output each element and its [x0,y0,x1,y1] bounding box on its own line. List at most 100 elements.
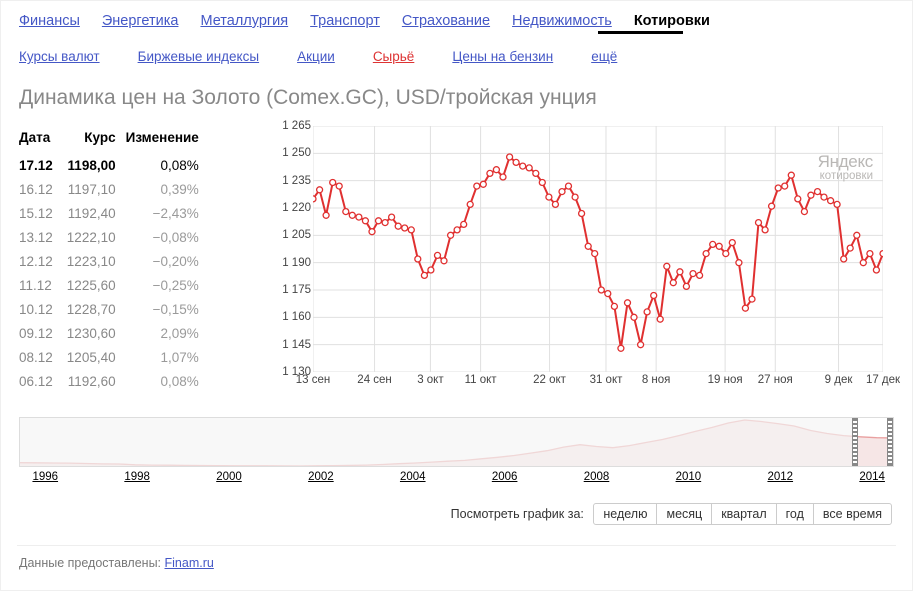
table-row: 09.121230,602,09% [19,321,213,345]
sub-nav-item[interactable]: Сырьё [373,49,415,64]
overview-x-tick-label[interactable]: 2014 [859,471,885,483]
chart-y-tick-label: 1 175 [282,284,311,296]
period-button[interactable]: год [776,503,814,525]
chart-x-tick-label: 24 сен [357,374,391,386]
table-cell: 1225,60 [67,273,126,297]
chart-y-tick-label: 1 265 [282,120,311,132]
table-row: 17.121198,000,08% [19,153,213,177]
chart-y-tick-label: 1 235 [282,175,311,187]
footer-source-link[interactable]: Finam.ru [165,556,214,570]
table-cell: −2,43% [126,201,213,225]
sub-nav-item[interactable]: Акции [297,49,335,64]
table-cell: 1198,00 [67,153,126,177]
chart-x-tick-label: 19 ноя [708,374,743,386]
table-cell: 0,39% [126,177,213,201]
chart-y-tick-label: 1 250 [282,147,311,159]
chart-y-tick-label: 1 160 [282,311,311,323]
table-cell: 08.12 [19,345,67,369]
overview-x-tick-label[interactable]: 2012 [767,471,793,483]
overview-x-tick-label[interactable]: 2004 [400,471,426,483]
table-cell: 11.12 [19,273,67,297]
table-column-header: Дата [19,126,67,153]
table-cell: 17.12 [19,153,67,177]
overview-x-tick-label[interactable]: 2006 [492,471,518,483]
table-row: 10.121228,70−0,15% [19,297,213,321]
page-root: Финансы Энергетика Металлургия Транспорт Стр… [0,0,913,591]
overview-x-tick-label[interactable]: 1996 [32,471,58,483]
table-cell: −0,20% [126,249,213,273]
period-label: Посмотреть график за: [451,507,584,521]
top-nav-item[interactable]: Недвижимость [512,13,612,29]
table-row: 13.121222,10−0,08% [19,225,213,249]
table-cell: 1222,10 [67,225,126,249]
table-cell: 0,08% [126,153,213,177]
chart-y-tick-label: 1 205 [282,229,311,241]
chart-x-tick-label: 31 окт [590,374,623,386]
period-button[interactable]: квартал [711,503,776,525]
chart-column: 1 1301 1451 1601 1751 1901 2051 2201 235… [271,126,894,393]
chart-x-tick-label: 13 сен [296,374,330,386]
overview-x-tick-label[interactable]: 2010 [676,471,702,483]
period-button-group: неделюмесяцкварталгодвсе время [593,503,892,525]
overview-x-tick-label[interactable]: 2002 [308,471,334,483]
table-cell: 0,08% [126,369,213,393]
table-cell: 09.12 [19,321,67,345]
table-row: 12.121223,10−0,20% [19,249,213,273]
top-nav-item[interactable]: Металлургия [200,13,288,29]
main-content: ДатаКурсИзменение 17.121198,000,08%16.12… [1,126,912,393]
table-row: 16.121197,100,39% [19,177,213,201]
table-cell: 2,09% [126,321,213,345]
chart-x-tick-label: 3 окт [417,374,443,386]
overview-x-tick-label[interactable]: 2008 [584,471,610,483]
top-nav: Финансы Энергетика Металлургия Транспорт Стр… [1,1,912,35]
footer-prefix: Данные предоставлены: [19,556,161,570]
table-cell: −0,25% [126,273,213,297]
chart-x-tick-label: 17 дек [866,374,900,386]
overview-handle-left[interactable] [852,418,858,466]
top-nav-item[interactable]: Транспорт [310,13,380,29]
sub-nav: Курсы валют Биржевые индексы Акции Сырьё Цен… [1,35,912,82]
table-column-header: Изменение [126,126,213,153]
top-nav-item[interactable]: Страхование [402,13,490,29]
top-nav-item[interactable]: Котировки [634,13,710,29]
page-title: Динамика цен на Золото (Comex.GC), USD/т… [1,82,912,126]
price-table: ДатаКурсИзменение 17.121198,000,08%16.12… [19,126,213,393]
chart-x-tick-label: 9 дек [825,374,853,386]
sub-nav-more[interactable]: ещё [591,49,617,64]
table-cell: 16.12 [19,177,67,201]
chart-x-tick-label: 27 ноя [758,374,793,386]
overview-x-axis: 1996 1998 2000 2002 2004 2006 2008 2010 2012 2014 [19,471,894,489]
sub-nav-item[interactable]: Цены на бензин [452,49,553,64]
top-nav-item[interactable]: Финансы [19,13,80,29]
table-cell: −0,15% [126,297,213,321]
price-chart: 1 1301 1451 1601 1751 1901 2051 2201 235… [271,126,885,392]
chart-y-tick-label: 1 190 [282,257,311,269]
table-cell: 1192,60 [67,369,126,393]
overview-x-tick-label[interactable]: 1998 [124,471,150,483]
table-column-header: Курс [67,126,126,153]
overview-x-tick-label[interactable]: 2000 [216,471,242,483]
table-cell: 1228,70 [67,297,126,321]
table-row: 08.121205,401,07% [19,345,213,369]
sub-nav-item[interactable]: Биржевые индексы [138,49,259,64]
chart-x-tick-label: 11 окт [465,374,497,386]
period-button[interactable]: месяц [656,503,712,525]
table-cell: 1223,10 [67,249,126,273]
period-button[interactable]: неделю [593,503,657,525]
sub-nav-item[interactable]: Курсы валют [19,49,100,64]
table-cell: 12.12 [19,249,67,273]
overview-chart[interactable] [19,417,894,467]
table-row: 06.121192,600,08% [19,369,213,393]
period-button[interactable]: все время [813,503,892,525]
top-nav-active-underline [598,31,683,34]
chart-plot-area[interactable]: Яндекс котировки [313,126,883,372]
chart-y-axis: 1 1301 1451 1601 1751 1901 2051 2201 235… [271,126,313,372]
period-row: Посмотреть график за: неделюмесяцквартал… [1,489,912,525]
table-cell: −0,08% [126,225,213,249]
top-nav-item[interactable]: Энергетика [102,13,179,29]
table-cell: 1192,40 [67,201,126,225]
overview-handle-right[interactable] [887,418,893,466]
table-cell: 10.12 [19,297,67,321]
table-row: 15.121192,40−2,43% [19,201,213,225]
price-table-column: ДатаКурсИзменение 17.121198,000,08%16.12… [19,126,271,393]
